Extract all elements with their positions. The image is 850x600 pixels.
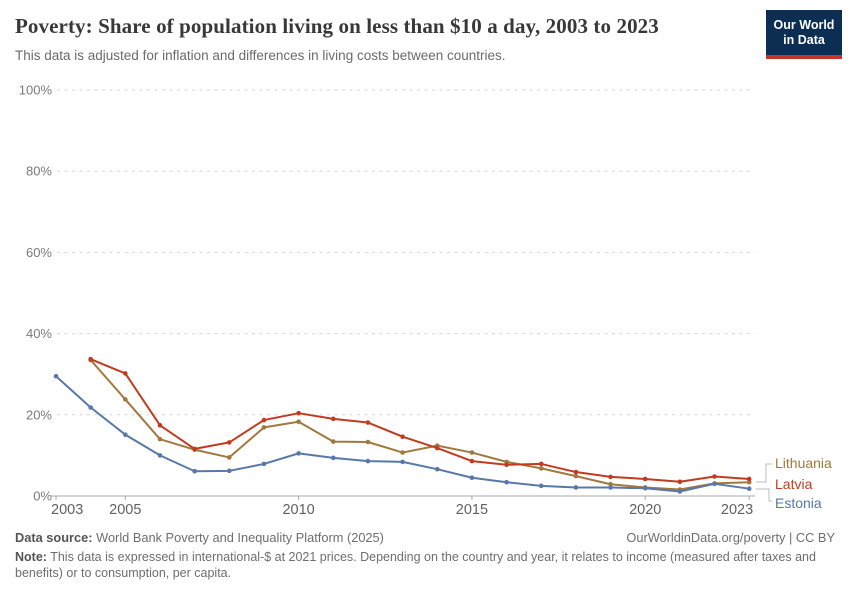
y-tick-label-80: 80%: [26, 164, 52, 179]
x-tick-label-2010: 2010: [282, 502, 314, 518]
data-point-estonia-2014[interactable]: [434, 466, 440, 472]
data-point-lithuania-2013[interactable]: [400, 450, 405, 455]
legend-item-latvia[interactable]: Latvia: [775, 476, 813, 492]
data-point-estonia-2005[interactable]: [123, 432, 128, 437]
data-point-estonia-2017[interactable]: [538, 483, 544, 489]
data-point-latvia-2023[interactable]: [746, 476, 752, 482]
legend-item-lithuania[interactable]: Lithuania: [775, 455, 832, 471]
data-point-lithuania-2010[interactable]: [296, 419, 301, 425]
data-point-lithuania-2005[interactable]: [123, 397, 128, 402]
y-tick-label-40: 40%: [26, 326, 52, 341]
data-point-estonia-2009[interactable]: [261, 461, 267, 467]
owid-logo: Our World in Data: [766, 10, 842, 59]
x-tick-label-2020: 2020: [629, 502, 661, 518]
chart-subtitle: This data is adjusted for inflation and …: [15, 48, 506, 63]
data-point-estonia-2021[interactable]: [677, 489, 683, 494]
data-point-latvia-2014[interactable]: [434, 445, 440, 451]
data-point-estonia-2006[interactable]: [157, 453, 163, 458]
data-source-text: Data source: World Bank Poverty and Ineq…: [15, 530, 384, 545]
data-point-latvia-2007[interactable]: [192, 446, 197, 452]
footer-source-row: Data source: World Bank Poverty and Ineq…: [15, 530, 835, 545]
data-point-latvia-2009[interactable]: [261, 417, 267, 423]
data-point-estonia-2016[interactable]: [504, 479, 509, 485]
series-line-lithuania[interactable]: [89, 358, 751, 491]
data-point-lithuania-2019[interactable]: [608, 481, 613, 487]
data-point-lithuania-2023[interactable]: [746, 479, 752, 485]
data-point-latvia-2013[interactable]: [400, 434, 405, 440]
data-point-estonia-2013[interactable]: [400, 459, 405, 465]
data-point-estonia-2003[interactable]: [53, 373, 59, 379]
data-point-latvia-2019[interactable]: [608, 474, 613, 480]
data-point-latvia-2018[interactable]: [573, 469, 579, 475]
data-point-estonia-2023[interactable]: [746, 486, 752, 491]
data-point-estonia-2007[interactable]: [192, 468, 197, 474]
data-point-lithuania-2017[interactable]: [538, 466, 544, 471]
data-point-estonia-2004[interactable]: [88, 405, 93, 410]
data-point-estonia-2010[interactable]: [296, 451, 301, 456]
data-point-latvia-2005[interactable]: [123, 371, 128, 376]
data-point-lithuania-2008[interactable]: [227, 455, 232, 460]
data-point-latvia-2008[interactable]: [227, 440, 232, 445]
data-point-lithuania-2018[interactable]: [573, 473, 579, 479]
x-tick-label-2003: 2003: [51, 502, 83, 518]
data-point-estonia-2019[interactable]: [608, 485, 613, 490]
data-point-latvia-2011[interactable]: [330, 416, 336, 422]
data-point-lithuania-2011[interactable]: [330, 439, 336, 444]
page-title: Poverty: Share of population living on l…: [15, 14, 659, 38]
series-line-estonia[interactable]: [55, 375, 751, 493]
data-point-lithuania-2006[interactable]: [157, 436, 163, 442]
rights-link[interactable]: OurWorldinData.org/poverty | CC BY: [626, 530, 835, 545]
data-point-estonia-2012[interactable]: [365, 458, 371, 464]
y-tick-label-20: 20%: [26, 407, 52, 422]
series-line-latvia[interactable]: [89, 358, 751, 483]
y-tick-label-0: 0%: [33, 489, 52, 504]
y-tick-label-100: 100%: [19, 83, 53, 98]
x-tick-label-2023: 2023: [721, 502, 753, 518]
x-tick-label-2015: 2015: [456, 502, 488, 518]
data-point-latvia-2006[interactable]: [157, 423, 163, 428]
legend-connector-estonia: [756, 488, 772, 502]
data-point-lithuania-2015[interactable]: [469, 450, 475, 455]
note-text: This data is expressed in international-…: [15, 550, 816, 580]
data-point-estonia-2015[interactable]: [469, 475, 475, 481]
owid-logo-line2: in Data: [783, 32, 825, 47]
owid-logo-line1: Our World: [773, 17, 835, 32]
footer-note: Note: This data is expressed in internat…: [15, 550, 827, 581]
data-point-latvia-2021[interactable]: [677, 479, 683, 485]
data-point-latvia-2004[interactable]: [88, 356, 93, 362]
data-point-latvia-2015[interactable]: [469, 458, 475, 464]
data-source-value: World Bank Poverty and Inequality Platfo…: [96, 530, 384, 545]
legend-item-estonia[interactable]: Estonia: [775, 495, 822, 511]
y-tick-label-60: 60%: [26, 245, 52, 260]
data-point-latvia-2020[interactable]: [642, 476, 648, 482]
x-tick-label-2005: 2005: [109, 502, 141, 518]
data-point-latvia-2022[interactable]: [712, 474, 717, 479]
data-point-estonia-2018[interactable]: [573, 485, 579, 490]
data-point-estonia-2020[interactable]: [642, 485, 648, 491]
data-point-estonia-2011[interactable]: [330, 455, 336, 461]
data-point-lithuania-2012[interactable]: [365, 439, 371, 445]
data-point-latvia-2016[interactable]: [504, 462, 509, 468]
note-label: Note:: [15, 550, 47, 564]
data-source-label: Data source:: [15, 530, 93, 545]
data-point-latvia-2010[interactable]: [296, 410, 301, 416]
data-point-latvia-2012[interactable]: [365, 420, 371, 425]
data-point-estonia-2008[interactable]: [227, 468, 232, 474]
data-point-estonia-2022[interactable]: [712, 481, 717, 487]
data-point-latvia-2017[interactable]: [538, 461, 544, 467]
legend-connector-lithuania: [756, 463, 772, 483]
data-point-lithuania-2009[interactable]: [261, 425, 267, 430]
